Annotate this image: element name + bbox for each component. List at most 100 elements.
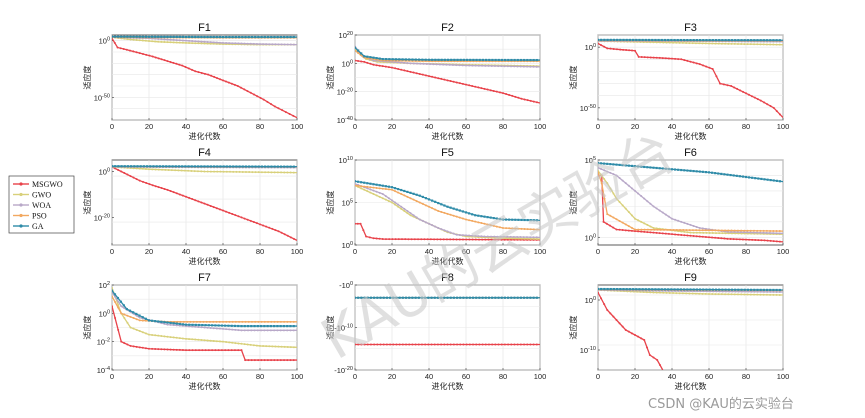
data-point: [241, 35, 244, 39]
data-point: [123, 172, 126, 175]
data-point: [695, 288, 698, 291]
data-point: [129, 315, 132, 318]
data-point: [373, 343, 376, 346]
data-point: [762, 293, 765, 296]
data-point: [603, 303, 606, 306]
data-point: [292, 346, 295, 349]
data-point: [650, 228, 653, 231]
data-point: [759, 99, 762, 102]
data-point: [202, 320, 205, 323]
data-point: [160, 58, 163, 61]
data-point: [234, 328, 237, 331]
credit-text: CSDN @KAU的云实验台: [648, 396, 794, 412]
data-point: [753, 96, 756, 99]
data-point: [154, 320, 157, 323]
data-point: [724, 288, 727, 291]
data-point: [268, 43, 271, 46]
data-point: [392, 296, 395, 299]
y-axis-label: 适应度: [325, 316, 335, 340]
data-point: [289, 324, 292, 328]
data-point: [667, 288, 670, 291]
data-point: [170, 169, 173, 172]
data-point: [132, 317, 135, 320]
y-tick-label: -10-10: [334, 324, 353, 333]
data-point: [724, 42, 727, 45]
data-point: [465, 296, 468, 299]
data-point: [271, 227, 274, 230]
data-point: [652, 231, 655, 234]
data-point: [494, 296, 497, 299]
y-tick-label: 105: [585, 156, 596, 165]
data-point: [724, 39, 727, 42]
data-point: [384, 198, 387, 201]
data-point: [214, 324, 217, 327]
data-point: [165, 165, 168, 168]
data-point: [753, 288, 756, 291]
data-point: [520, 97, 523, 100]
data-point: [645, 291, 648, 294]
data-point: [735, 174, 738, 177]
data-point: [598, 42, 599, 45]
data-point: [243, 88, 246, 91]
data-point: [212, 339, 215, 342]
data-point: [714, 236, 717, 239]
data-point: [178, 348, 181, 351]
data-point: [732, 238, 735, 241]
data-point: [372, 186, 375, 189]
data-point: [231, 320, 234, 323]
data-point: [720, 237, 723, 240]
data-point: [749, 293, 752, 296]
data-point: [443, 296, 446, 299]
plot-area: [111, 34, 298, 121]
data-point: [207, 349, 210, 352]
data-point: [510, 343, 513, 346]
data-point: [144, 319, 147, 322]
data-point: [634, 49, 636, 52]
data-point: [172, 191, 175, 194]
data-point: [163, 335, 166, 338]
data-point: [432, 63, 435, 66]
data-point: [603, 197, 606, 200]
data-point: [746, 43, 749, 46]
data-point: [495, 90, 498, 93]
series-line: [598, 289, 783, 296]
data-point: [743, 229, 746, 232]
data-point: [735, 238, 738, 241]
data-point: [237, 42, 240, 45]
data-point: [698, 288, 702, 291]
panel-title: F9: [684, 272, 697, 284]
data-point: [483, 215, 486, 218]
data-point: [471, 213, 474, 216]
data-point: [717, 237, 720, 240]
data-point: [732, 174, 735, 177]
data-point: [510, 65, 513, 68]
data-point: [155, 165, 158, 168]
data-point: [520, 218, 523, 222]
data-point: [634, 230, 636, 233]
data-point: [138, 35, 141, 38]
data-point: [672, 292, 675, 295]
data-point: [495, 217, 498, 220]
data-point: [600, 182, 603, 185]
data-point: [366, 185, 369, 188]
data-point: [736, 229, 739, 232]
data-point: [622, 288, 625, 291]
data-point: [501, 218, 505, 221]
data-point: [459, 58, 462, 61]
data-point: [671, 233, 673, 236]
data-point: [394, 190, 397, 193]
data-point: [117, 328, 120, 331]
data-point: [739, 89, 742, 92]
data-point: [427, 343, 430, 346]
data-point: [188, 323, 191, 326]
data-point: [724, 229, 727, 232]
data-point: [286, 171, 289, 174]
data-point: [286, 359, 289, 362]
y-tick-label: 100: [99, 167, 110, 176]
data-point: [139, 165, 142, 168]
data-point: [390, 186, 394, 189]
data-point: [618, 177, 621, 180]
data-point: [529, 228, 532, 231]
data-point: [598, 291, 599, 294]
